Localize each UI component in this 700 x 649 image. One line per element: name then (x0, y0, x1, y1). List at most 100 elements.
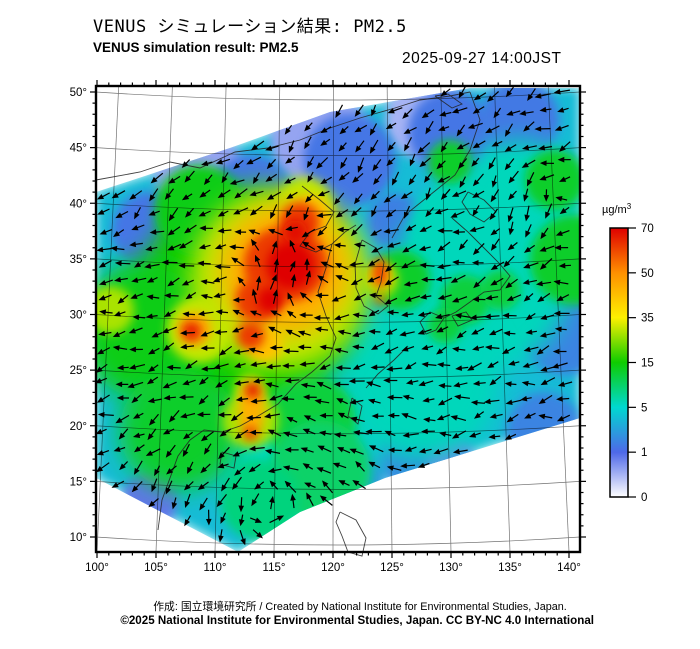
wind-arrow (184, 493, 191, 508)
wind-arrow (451, 190, 467, 197)
pm25-hotspot-blob (243, 426, 258, 441)
wind-arrow (539, 258, 553, 270)
wind-arrow (504, 123, 514, 137)
wind-arrow (502, 312, 517, 319)
wind-arrow (540, 227, 549, 240)
coastline-path (354, 239, 389, 315)
wind-arrow (161, 259, 178, 266)
wind-arrow (387, 141, 396, 152)
wind-arrow (218, 529, 224, 543)
wind-arrow (404, 137, 413, 152)
wind-arrow (203, 174, 213, 185)
wind-arrow (250, 361, 267, 368)
wind-arrow (490, 189, 500, 203)
wind-arrow (197, 310, 214, 317)
map-frame (94, 84, 582, 554)
lon-tick-label: 110° (204, 562, 227, 574)
wind-arrow (521, 144, 537, 151)
wind-arrow (419, 262, 435, 269)
wind-arrow (217, 210, 229, 217)
wind-arrow (265, 145, 279, 151)
wind-arrow (556, 396, 570, 402)
wind-arrow (132, 432, 145, 439)
wind-arrow (114, 260, 131, 267)
wind-arrow (520, 395, 532, 402)
wind-arrow (340, 157, 348, 170)
wind-arrow (320, 126, 332, 134)
wind-arrow (385, 122, 397, 130)
wind-arrow (434, 208, 449, 215)
wind-arrow (471, 157, 480, 167)
wind-arrow (524, 412, 536, 419)
wind-arrow (371, 413, 384, 419)
wind-arrow (99, 309, 113, 315)
wind-arrow (199, 189, 211, 198)
wind-arrow (334, 347, 349, 354)
lon-tick-label: 125° (380, 562, 404, 574)
wind-arrow (200, 330, 215, 337)
wind-arrow (254, 481, 265, 490)
wind-arrow (269, 274, 277, 290)
wind-arrow (355, 460, 365, 472)
wind-arrow (144, 263, 160, 269)
wind-arrow (403, 281, 418, 287)
wind-arrow (508, 170, 519, 184)
wind-arrow (232, 476, 242, 490)
wind-arrow (282, 348, 299, 354)
wind-arrow (559, 206, 570, 215)
wind-arrow (367, 398, 381, 405)
wind-arrow (386, 366, 403, 372)
pm25-hotspot-blob (340, 300, 501, 461)
wind-arrow (435, 313, 450, 320)
wind-arrow (146, 276, 158, 283)
wind-arrow (185, 207, 195, 218)
wind-arrow (451, 430, 467, 439)
wind-arrow (401, 346, 415, 352)
wind-arrow (267, 228, 283, 236)
wind-arrow (472, 205, 480, 217)
parallel-line (95, 536, 581, 546)
wind-arrow (402, 432, 419, 438)
wind-arrow (181, 279, 194, 286)
wind-arrow (131, 393, 142, 404)
wind-arrow (253, 378, 266, 384)
wind-arrow (163, 310, 176, 318)
wind-arrow (217, 462, 229, 469)
pm25-hotspot-blob (524, 149, 580, 210)
wind-arrow (421, 361, 437, 368)
wind-arrow (387, 107, 403, 114)
wind-arrow (469, 432, 481, 438)
wind-arrow (111, 480, 125, 488)
wind-arrow (305, 193, 314, 203)
wind-arrow (147, 397, 162, 404)
wind-arrow (472, 190, 485, 198)
wind-arrow (540, 314, 555, 320)
wind-arrow (404, 295, 421, 302)
wind-arrow (133, 260, 145, 268)
wind-arrow (450, 415, 467, 421)
wind-arrow (128, 364, 146, 370)
coastline-path (347, 397, 363, 425)
coastline-path (157, 243, 337, 531)
wind-arrow (452, 448, 468, 455)
wind-arrow (306, 156, 315, 169)
wind-arrow (559, 176, 571, 182)
pm25-hotspot-blob (96, 286, 134, 335)
colorbar-tick-label: 15 (641, 358, 654, 370)
wind-arrow (303, 415, 316, 422)
wind-arrow (146, 294, 160, 300)
coastline-path (95, 91, 471, 181)
wind-arrow (237, 276, 246, 287)
wind-arrow (96, 246, 112, 253)
wind-arrow (384, 346, 399, 354)
wind-arrow (501, 346, 516, 355)
wind-arrow (425, 120, 434, 135)
wind-arrow (197, 260, 211, 267)
wind-arrow (316, 467, 332, 474)
wind-arrow (409, 153, 416, 167)
wind-arrow (289, 239, 296, 253)
wind-arrow (128, 327, 143, 334)
wind-arrow (485, 294, 499, 301)
wind-arrow (440, 188, 451, 200)
wind-arrow (349, 399, 364, 405)
